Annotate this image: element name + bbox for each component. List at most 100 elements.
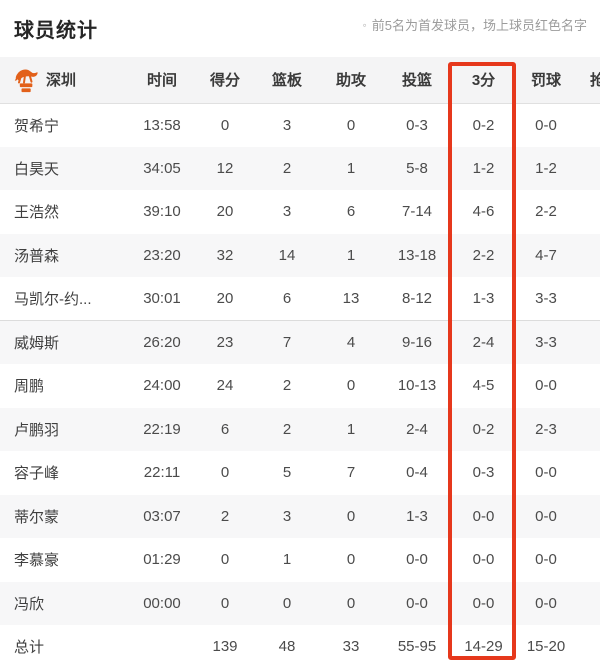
stat-cell: 3-3 bbox=[517, 277, 575, 321]
stat-cell: 48 bbox=[278, 638, 296, 656]
stat-cell bbox=[575, 321, 600, 365]
stat-cell bbox=[575, 451, 600, 495]
player-row: 汤普森 23:20 32 14 1 13-18 2-2 4-7 bbox=[0, 233, 600, 277]
player-name: 蒂尔蒙 bbox=[14, 508, 60, 526]
stat-cell: 0-2 bbox=[472, 420, 495, 438]
stat-cell: 10-13 bbox=[397, 377, 437, 395]
stat-cell: 6 bbox=[220, 420, 230, 438]
stat-cell: 33 bbox=[342, 638, 360, 656]
player-name: 李慕豪 bbox=[14, 552, 60, 570]
stat-cell: 14-29 bbox=[464, 638, 503, 656]
stat-cell: 1-2 bbox=[472, 159, 495, 177]
stat-cell bbox=[575, 495, 600, 539]
stat-cell: 2-2 bbox=[535, 203, 557, 221]
stat-cell: 13-18 bbox=[397, 246, 437, 264]
stat-cell: 139 bbox=[212, 638, 238, 656]
stat-cell: 8-12 bbox=[384, 277, 450, 321]
stat-cell bbox=[575, 538, 600, 582]
team-name: 深圳 bbox=[46, 72, 77, 90]
stat-cell: 1 bbox=[346, 159, 356, 177]
stat-cell: 0 bbox=[346, 551, 356, 569]
total-row: 总计 139 48 33 55-95 14-29 15-20 bbox=[0, 625, 600, 668]
stat-cell: 14 bbox=[278, 246, 296, 264]
stat-cell: 23:20 bbox=[143, 246, 181, 264]
stat-cell: 2-3 bbox=[535, 420, 557, 438]
panel-header: 球员统计 ◦ 前5名为首发球员，场上球员红色名字 bbox=[0, 0, 600, 57]
stat-cell: 0 bbox=[220, 116, 230, 134]
stat-cell: 30:01 bbox=[130, 277, 194, 321]
stat-cell: 22:11 bbox=[143, 464, 181, 482]
column-header-steals: 抢断 bbox=[575, 57, 600, 104]
player-row: 周鹏 24:00 24 2 0 10-13 4-5 0-0 bbox=[0, 364, 600, 408]
stat-cell: 15-20 bbox=[526, 638, 566, 656]
stat-cell: 7-14 bbox=[401, 203, 433, 221]
column-header-fg: 投篮 bbox=[384, 57, 450, 104]
stat-cell: 0-0 bbox=[406, 594, 428, 612]
player-row: 威姆斯 26:20 23 7 4 9-16 2-4 3-3 bbox=[0, 320, 600, 365]
table-header-row: 深圳 时间得分篮板助攻投篮3分罚球抢断 bbox=[0, 57, 600, 104]
stat-cell: 0-0 bbox=[535, 551, 557, 569]
stat-cell bbox=[575, 277, 600, 321]
team-header-cell: 深圳 bbox=[0, 57, 130, 104]
stat-cell bbox=[575, 625, 600, 668]
stat-cell: 20 bbox=[216, 203, 234, 221]
stat-cell: 7 bbox=[346, 464, 356, 482]
note-bullet-icon: ◦ bbox=[362, 17, 367, 32]
column-header-3pt: 3分 bbox=[450, 57, 517, 104]
player-row: 冯欣 00:00 0 0 0 0-0 0-0 0-0 bbox=[0, 581, 600, 625]
stat-cell: 7 bbox=[282, 334, 292, 351]
stat-cell bbox=[575, 408, 600, 452]
player-name: 汤普森 bbox=[14, 247, 60, 265]
player-name: 王浩然 bbox=[14, 204, 60, 222]
stat-cell: 0-0 bbox=[535, 116, 557, 134]
stat-cell: 2 bbox=[282, 159, 292, 177]
player-name: 冯欣 bbox=[14, 595, 45, 613]
stat-cell: 1-3 bbox=[406, 507, 428, 525]
stat-cell: 3-3 bbox=[535, 334, 557, 351]
player-name: 周鹏 bbox=[14, 378, 45, 396]
stat-cell bbox=[575, 147, 600, 191]
player-row: 马凯尔-约... 30:01 20 6 13 8-12 1-3 3-3 bbox=[0, 277, 600, 321]
stat-cell: 5 bbox=[282, 464, 292, 482]
stat-cell: 4-5 bbox=[472, 377, 495, 395]
stat-cell: 0 bbox=[220, 464, 230, 482]
legend-note: ◦ 前5名为首发球员，场上球员红色名字 bbox=[363, 15, 588, 34]
stat-cell: 4-7 bbox=[535, 246, 557, 264]
stat-cell: 0-3 bbox=[472, 464, 495, 482]
stat-cell: 24 bbox=[216, 377, 234, 395]
stat-cell: 0-0 bbox=[472, 594, 495, 612]
stat-cell bbox=[130, 625, 194, 668]
stat-cell: 24:00 bbox=[143, 377, 181, 395]
stat-cell: 0-0 bbox=[535, 507, 557, 525]
player-row: 容子峰 22:11 0 5 7 0-4 0-3 0-0 bbox=[0, 451, 600, 495]
column-header-ft: 罚球 bbox=[517, 57, 575, 104]
player-name: 威姆斯 bbox=[14, 335, 60, 352]
stat-cell: 2-4 bbox=[406, 420, 428, 438]
stat-cell: 0 bbox=[346, 594, 356, 612]
player-row: 白昊天 34:05 12 2 1 5-8 1-2 1-2 bbox=[0, 146, 600, 191]
stat-cell: 20 bbox=[194, 277, 256, 321]
stat-cell: 2 bbox=[282, 420, 292, 438]
player-row: 王浩然 39:10 20 3 6 7-14 4-6 2-2 bbox=[0, 190, 600, 234]
stat-cell: 13 bbox=[318, 277, 384, 321]
stat-cell: 0-0 bbox=[406, 551, 428, 569]
player-name: 马凯尔-约... bbox=[0, 277, 130, 321]
stat-cell: 1-3 bbox=[450, 277, 517, 321]
stat-cell: 0-0 bbox=[472, 507, 495, 525]
column-header-rebounds: 篮板 bbox=[256, 57, 318, 104]
stat-cell: 3 bbox=[282, 203, 292, 221]
stat-cell bbox=[575, 103, 600, 147]
stat-cell: 0-0 bbox=[535, 594, 557, 612]
stat-cell: 2 bbox=[282, 377, 292, 395]
stat-cell: 0-0 bbox=[472, 551, 495, 569]
stat-cell: 2 bbox=[220, 507, 230, 525]
stat-cell: 0 bbox=[220, 551, 230, 569]
stat-cell: 13:58 bbox=[143, 116, 181, 134]
stat-cell: 0-4 bbox=[406, 464, 428, 482]
stat-cell: 12 bbox=[216, 159, 234, 177]
column-header-time: 时间 bbox=[130, 57, 194, 104]
stats-table: 深圳 时间得分篮板助攻投篮3分罚球抢断 贺希宁 13:58 0 3 0 0-3 0-2 0-0… bbox=[0, 57, 600, 668]
stat-cell: 1 bbox=[282, 551, 292, 569]
player-name: 卢鹏羽 bbox=[14, 421, 60, 439]
leopard-logo-icon bbox=[14, 66, 39, 94]
